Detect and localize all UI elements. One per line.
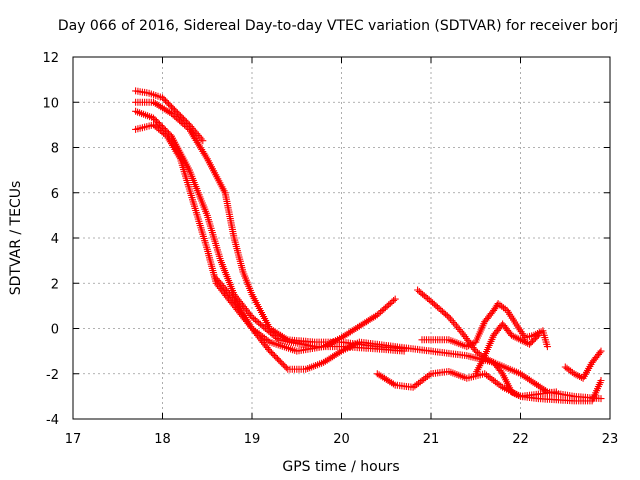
series-markers [472, 320, 542, 378]
x-tick-label: 19 [244, 432, 261, 447]
series-track-5 [212, 275, 399, 355]
y-tick-labels: -4 -2 0 2 4 6 8 10 12 [42, 51, 59, 428]
x-tick-label: 20 [333, 432, 350, 447]
data-series [132, 87, 605, 405]
series-markers [414, 286, 605, 405]
series-track-10 [472, 320, 542, 378]
y-tick-label: 12 [42, 51, 59, 66]
series-track-1 [132, 87, 207, 145]
y-tick-label: 8 [51, 142, 59, 157]
series-markers [212, 275, 399, 355]
series-track-7 [414, 286, 605, 405]
y-tick-label: 6 [51, 187, 59, 202]
x-tick-label: 22 [512, 432, 529, 447]
y-tick-label: 0 [51, 323, 59, 338]
y-tick-label: 4 [51, 232, 59, 247]
x-axis-label: GPS time / hours [282, 459, 399, 475]
series-track-9 [561, 347, 605, 382]
grid [73, 57, 610, 419]
y-tick-label: -4 [46, 413, 59, 428]
y-tick-label: 10 [42, 96, 59, 111]
y-tick-label: 2 [51, 277, 59, 292]
series-markers [418, 300, 551, 351]
x-tick-label: 23 [602, 432, 619, 447]
series-track-4 [132, 121, 605, 403]
y-tick-label: -2 [46, 368, 59, 383]
chart-title: Day 066 of 2016, Sidereal Day-to-day VTE… [58, 18, 618, 34]
series-track-8 [418, 300, 551, 351]
series-markers [561, 347, 605, 382]
axis-ticks [72, 56, 611, 420]
series-markers [132, 121, 605, 403]
x-tick-label: 17 [65, 432, 82, 447]
x-tick-label: 18 [154, 432, 171, 447]
x-tick-labels: 17 18 19 20 21 22 23 [65, 432, 619, 447]
series-markers [132, 87, 207, 145]
x-tick-label: 21 [423, 432, 440, 447]
y-axis-label: SDTVAR / TECUs [8, 181, 24, 296]
